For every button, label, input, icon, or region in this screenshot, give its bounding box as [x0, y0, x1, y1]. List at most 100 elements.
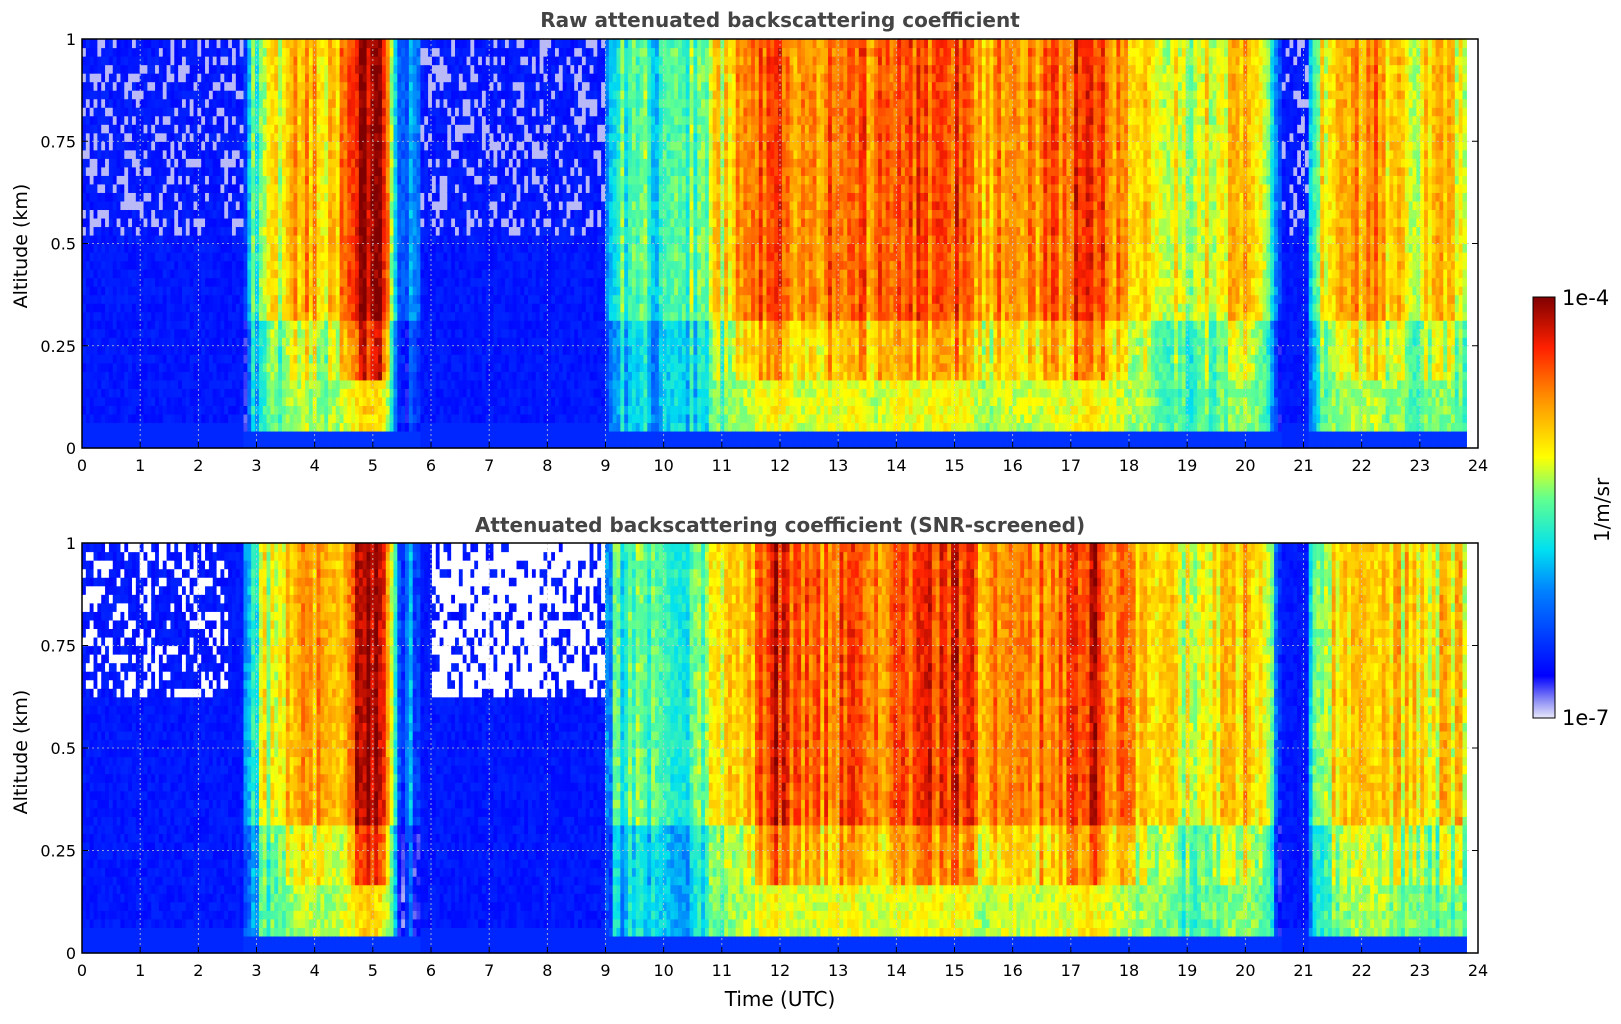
heatmap-cell [374, 261, 378, 270]
heatmap-cell [478, 235, 482, 244]
heatmap-cell [409, 82, 413, 91]
heatmap-cell [459, 431, 463, 440]
heatmap-cell [474, 192, 478, 201]
heatmap-cell [432, 124, 436, 133]
heatmap-cell [86, 354, 90, 363]
heatmap-cell [455, 261, 459, 270]
heatmap-cell [405, 431, 409, 440]
heatmap-cell [393, 337, 397, 346]
heatmap-cell [144, 439, 148, 448]
heatmap-cell [386, 218, 390, 227]
heatmap-cell [436, 286, 440, 295]
heatmap-cell [459, 269, 463, 278]
heatmap-cell [374, 90, 378, 99]
heatmap-cell [124, 116, 128, 125]
heatmap-cell [301, 320, 305, 329]
heatmap-cell [367, 116, 371, 125]
heatmap-cell [190, 209, 194, 218]
heatmap-cell [151, 192, 155, 201]
heatmap-cell [374, 329, 378, 338]
heatmap-cell [451, 320, 455, 329]
heatmap-cell [470, 201, 474, 210]
heatmap-cell [343, 414, 347, 423]
heatmap-cell [467, 244, 471, 253]
heatmap-cell [336, 39, 340, 48]
heatmap-cell [228, 414, 232, 423]
heatmap-cell [390, 116, 394, 125]
heatmap-cell [124, 286, 128, 295]
heatmap-cell [340, 337, 344, 346]
heatmap-cell [117, 363, 121, 372]
heatmap-cell [94, 141, 98, 150]
heatmap-cell [128, 192, 132, 201]
heatmap-cell [120, 388, 124, 397]
heatmap-cell [205, 397, 209, 406]
heatmap-cell [463, 192, 467, 201]
heatmap-cell [324, 73, 328, 82]
heatmap-cell [128, 99, 132, 108]
heatmap-cell [220, 90, 224, 99]
heatmap-cell [278, 261, 282, 270]
heatmap-cell [378, 209, 382, 218]
heatmap-cell [251, 371, 255, 380]
heatmap-cell [405, 82, 409, 91]
heatmap-cell [294, 73, 298, 82]
heatmap-cell [409, 56, 413, 65]
heatmap-cell [220, 209, 224, 218]
heatmap-cell [301, 252, 305, 261]
heatmap-cell [432, 295, 436, 304]
heatmap-cell [259, 133, 263, 142]
heatmap-cell [424, 252, 428, 261]
heatmap-cell [401, 99, 405, 108]
heatmap-cell [244, 414, 248, 423]
heatmap-cell [301, 388, 305, 397]
heatmap-cell [217, 312, 221, 321]
heatmap-cell [447, 133, 451, 142]
heatmap-cell [470, 295, 474, 304]
heatmap-cell [343, 303, 347, 312]
heatmap-cell [236, 99, 240, 108]
heatmap-cell [382, 133, 386, 142]
heatmap-cell [151, 422, 155, 431]
heatmap-cell [336, 303, 340, 312]
heatmap-cell [374, 397, 378, 406]
heatmap-cell [194, 133, 198, 142]
heatmap-cell [86, 124, 90, 133]
heatmap-cell [428, 269, 432, 278]
heatmap-cell [144, 269, 148, 278]
heatmap-cell [124, 337, 128, 346]
heatmap-cell [347, 261, 351, 270]
heatmap-cell [209, 65, 213, 74]
heatmap-cell [267, 414, 271, 423]
heatmap-cell [90, 337, 94, 346]
heatmap-cell [224, 141, 228, 150]
heatmap-cell [90, 141, 94, 150]
heatmap-cell [170, 329, 174, 338]
heatmap-cell [97, 337, 101, 346]
heatmap-cell [182, 226, 186, 235]
heatmap-cell [390, 124, 394, 133]
heatmap-cell [159, 65, 163, 74]
heatmap-cell [205, 73, 209, 82]
heatmap-cell [120, 107, 124, 116]
heatmap-cell [267, 158, 271, 167]
heatmap-cell [474, 269, 478, 278]
heatmap-cell [467, 346, 471, 355]
heatmap-cell [178, 48, 182, 57]
heatmap-cell [86, 226, 90, 235]
heatmap-cell [174, 175, 178, 184]
heatmap-cell [393, 82, 397, 91]
heatmap-cell [286, 278, 290, 287]
heatmap-cell [447, 252, 451, 261]
heatmap-cell [413, 337, 417, 346]
heatmap-cell [320, 371, 324, 380]
heatmap-cell [163, 388, 167, 397]
heatmap-cell [236, 65, 240, 74]
heatmap-cell [343, 99, 347, 108]
heatmap-cell [443, 65, 447, 74]
heatmap-cell [436, 209, 440, 218]
heatmap-cell [263, 354, 267, 363]
heatmap-cell [124, 388, 128, 397]
heatmap-cell [343, 431, 347, 440]
heatmap-cell [174, 431, 178, 440]
